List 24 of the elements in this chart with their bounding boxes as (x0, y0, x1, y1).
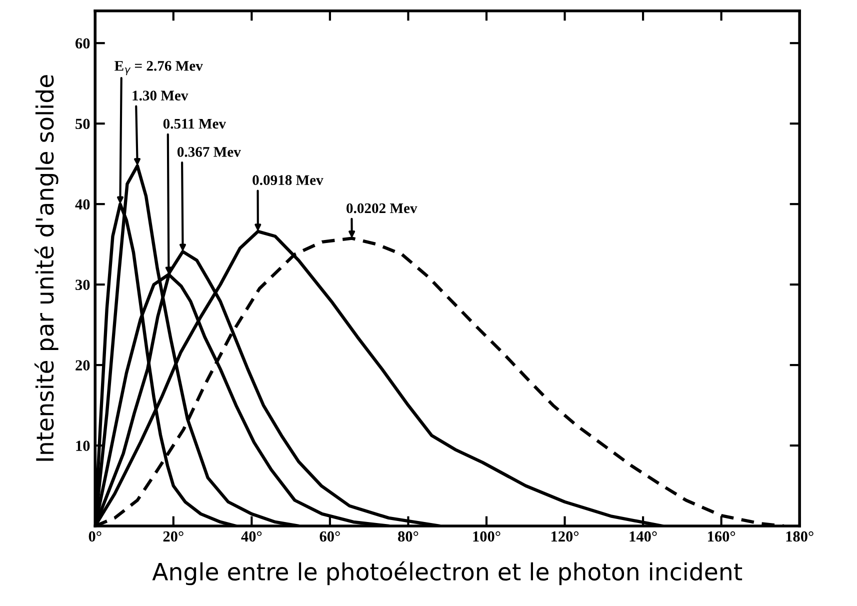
x-tick-label: 100° (473, 531, 500, 542)
x-tick-label: 40° (241, 531, 262, 542)
x-tick-label: 180° (786, 531, 814, 542)
y-axis-title: Intensité par unité d'angle solide (34, 75, 58, 461)
x-tick-label: 160° (708, 531, 736, 542)
text: 0.367 Mev (177, 147, 241, 157)
x-tick-label: 20° (163, 531, 184, 542)
y-tick-label: 30 (76, 280, 90, 290)
x-tick-label: 120° (551, 531, 579, 542)
text: E$_{γ}$ = 2.76 Mev (114, 61, 203, 76)
x-tick-label: 140° (630, 531, 657, 542)
y-tick-label: 20 (76, 360, 90, 370)
x-tick-label: 60° (320, 531, 340, 542)
x-tick-label: 80° (398, 531, 418, 542)
y-tick-label: 60 (76, 38, 90, 49)
x-tick-label: 0° (88, 531, 102, 542)
x-axis-title: Angle entre le photoélectron et le photon incident (152, 561, 742, 586)
y-tick-label: 40 (75, 199, 90, 210)
text: 0.511 Mev (163, 118, 226, 129)
series-label: 0.0202 Mev (346, 203, 418, 214)
y-tick-label: 10 (76, 440, 90, 451)
y-tick-label: 50 (76, 118, 90, 130)
text: 0.0918 Mev (252, 175, 324, 186)
text: 1.30 Mev (132, 90, 188, 101)
